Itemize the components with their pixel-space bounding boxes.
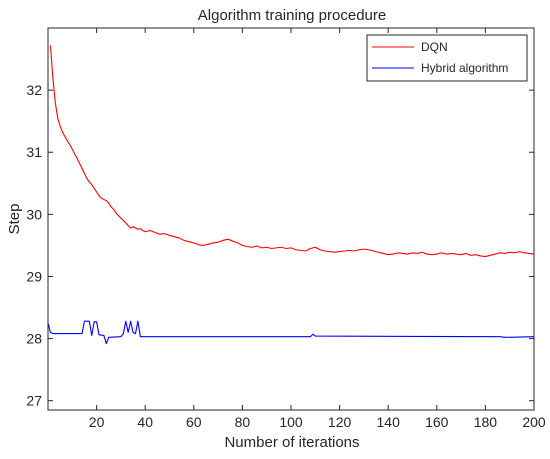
y-tick-label: 32: [26, 82, 42, 98]
series-line-hybrid-algorithm: [47, 320, 535, 345]
legend-box: [366, 34, 528, 82]
x-tick-label: 120: [328, 414, 352, 430]
x-tick-label: 60: [186, 414, 202, 430]
legend-label-dqn: DQN: [421, 40, 448, 54]
x-tick-label: 140: [377, 414, 401, 430]
series-line-dqn: [49, 45, 535, 258]
x-tick-label: 80: [235, 414, 251, 430]
plot-frame: [47, 27, 535, 411]
y-axis-label: Step: [6, 204, 23, 235]
y-tick-label: 30: [26, 206, 42, 222]
x-axis-label: Number of iterations: [224, 434, 359, 451]
x-tick-label: 180: [474, 414, 498, 430]
series-group: [47, 45, 535, 345]
x-tick-label: 100: [279, 414, 303, 430]
y-tick-label: 31: [26, 144, 42, 160]
y-tick-label: 29: [26, 268, 42, 284]
y-tick-label: 27: [26, 393, 42, 409]
x-axis-ticks: 20 40 60 80 100 120 140 160 180 200: [89, 28, 546, 430]
x-tick-label: 20: [89, 414, 105, 430]
chart-title: Algorithm training procedure: [198, 7, 386, 24]
y-tick-label: 28: [26, 331, 42, 347]
x-tick-label: 160: [425, 414, 449, 430]
plot-area: 20 40 60 80 100 120 140 160 180 200 27 28 29 30 31 32: [26, 27, 546, 430]
x-tick-label: 40: [137, 414, 153, 430]
x-tick-label: 200: [522, 414, 546, 430]
y-axis-ticks: 27 28 29 30 31 32: [26, 82, 534, 409]
legend-label-hybrid-algorithm: Hybrid algorithm: [421, 61, 508, 75]
chart-legend: DQN Hybrid algorithm: [366, 34, 528, 82]
